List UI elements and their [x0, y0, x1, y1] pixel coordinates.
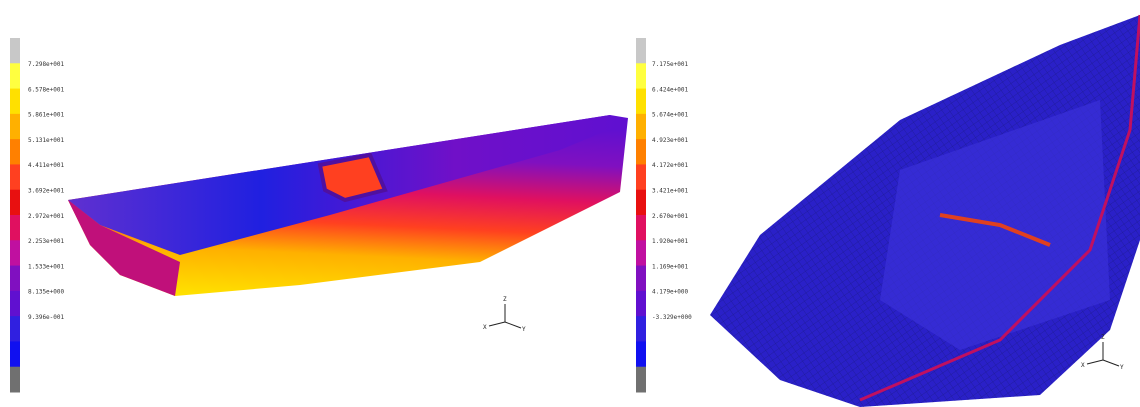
legend-swatch — [10, 164, 20, 190]
triad-label: Y — [522, 326, 526, 333]
legend-label: 4.179e+000 — [652, 289, 689, 296]
triad-label: Y — [1120, 364, 1124, 371]
legend-swatch — [636, 291, 646, 317]
legend-swatch — [10, 240, 20, 266]
legend-label: 2.253e+001 — [28, 238, 65, 245]
legend-label: 9.396e-001 — [28, 314, 65, 321]
legend-swatch — [10, 38, 20, 64]
legend-label: 5.674e+001 — [652, 112, 689, 119]
legend-label: 4.923e+001 — [652, 137, 689, 144]
legend-swatch — [10, 215, 20, 241]
legend-swatch — [10, 291, 20, 317]
legend-swatch — [636, 341, 646, 367]
legend-swatch — [10, 114, 20, 140]
triad-axis — [1087, 360, 1103, 364]
triad-axis — [505, 322, 521, 328]
legend-label: 7.298e+001 — [28, 61, 65, 68]
legend-label: 6.424e+001 — [652, 86, 689, 93]
legend-swatch — [636, 89, 646, 115]
legend-swatch — [10, 367, 20, 393]
legend: 7.175e+001 6.424e+001 5.674e+001 4.923e+001… — [636, 38, 692, 393]
legend-label: 1.533e+001 — [28, 263, 65, 270]
legend-swatch — [636, 63, 646, 89]
triad-label: X — [483, 324, 487, 331]
legend-label: 4.411e+001 — [28, 162, 65, 169]
screen: 7.298e+001 6.578e+001 5.861e+001 5.131e+001… — [0, 0, 1140, 407]
legend-swatch — [636, 164, 646, 190]
legend-swatch — [636, 190, 646, 216]
legend-label: 2.670e+001 — [652, 213, 689, 220]
legend-label: 7.175e+001 — [652, 61, 689, 68]
legend-label: 3.421e+001 — [652, 187, 689, 194]
legend-swatch — [636, 240, 646, 266]
legend-swatch — [636, 139, 646, 165]
legend-swatch — [10, 89, 20, 115]
right-hull — [710, 15, 1140, 407]
legend-label: 1.920e+001 — [652, 238, 689, 245]
legend-swatch — [636, 114, 646, 140]
legend-swatch — [636, 367, 646, 393]
legend-swatch — [10, 341, 20, 367]
legend-label: 5.131e+001 — [28, 137, 65, 144]
legend-swatch — [636, 316, 646, 342]
legend-label: 2.972e+001 — [28, 213, 65, 220]
legend-swatch — [636, 215, 646, 241]
triad-axis — [489, 322, 505, 326]
legend-label: 5.861e+001 — [28, 112, 65, 119]
legend-swatch — [10, 316, 20, 342]
triad-label: Z — [1101, 334, 1105, 341]
triad-label: Z — [503, 296, 507, 303]
left-hull — [68, 115, 628, 296]
legend: 7.298e+001 6.578e+001 5.861e+001 5.131e+001… — [10, 38, 65, 393]
legend-label: 8.135e+000 — [28, 289, 65, 296]
legend-swatch — [636, 266, 646, 292]
legend-swatch — [10, 266, 20, 292]
triad-label: X — [1081, 362, 1085, 369]
legend-swatch — [10, 139, 20, 165]
axis-triad: Z Y X — [483, 296, 526, 333]
legend-swatch — [10, 63, 20, 89]
legend-label: 6.578e+001 — [28, 86, 65, 93]
legend-swatch — [10, 190, 20, 216]
legend-label: 3.692e+001 — [28, 187, 65, 194]
legend-label: -3.329e+000 — [652, 314, 692, 321]
legend-label: 4.172e+001 — [652, 162, 689, 169]
legend-label: 1.169e+001 — [652, 263, 689, 270]
triad-axis — [1103, 360, 1119, 366]
legend-swatch — [636, 38, 646, 64]
